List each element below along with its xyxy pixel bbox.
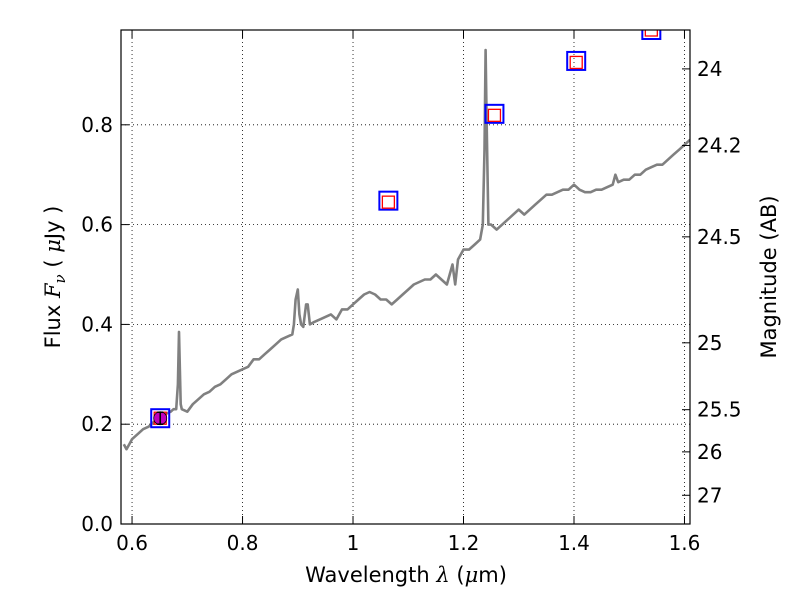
y-right-tick-label: 25.5 — [697, 398, 742, 422]
model-box — [381, 195, 396, 209]
y-right-tick-label: 24.5 — [697, 225, 742, 249]
x-axis-label: Wavelength λ (μm) — [305, 563, 507, 587]
plot-area — [122, 30, 690, 451]
y-axis: 0.0 0.2 0.4 0.6 0.8 — [81, 113, 129, 536]
y-right-tick-label: 24.2 — [697, 133, 742, 157]
y-right-tick-label: 25 — [697, 331, 722, 355]
y-axis-label: Flux Fν ( μJy ) — [41, 206, 69, 349]
y-right-tick-label: 26 — [697, 440, 722, 464]
photometry-point — [150, 408, 171, 429]
y-tick-label: 0.0 — [81, 512, 113, 536]
x-tick-label: 0.8 — [227, 531, 259, 555]
observed-box — [484, 103, 505, 124]
observed-box — [641, 30, 662, 40]
y-tick-label: 0.8 — [81, 113, 113, 137]
y-right-tick-label: 27 — [697, 483, 722, 507]
photometry-point — [566, 50, 587, 71]
y-tick-label: 0.4 — [81, 312, 113, 336]
x-tick-label: 1.2 — [448, 531, 480, 555]
y-axis-right-label: Magnitude (AB) — [757, 195, 781, 358]
x-axis: 0.6 0.8 1 1.2 1.4 1.6 — [116, 30, 700, 555]
observed-box — [150, 408, 171, 429]
x-tick-label: 0.6 — [116, 531, 148, 555]
spectrum-line — [122, 48, 690, 451]
photometry-point — [641, 30, 662, 40]
x-tick-label: 1.6 — [669, 531, 701, 555]
y-tick-label: 0.6 — [81, 213, 113, 237]
model-box — [487, 108, 502, 122]
y-tick-label: 0.2 — [81, 412, 113, 436]
photometry-point — [378, 190, 399, 211]
x-tick-label: 1.4 — [558, 531, 590, 555]
y-axis-right: 24 24.2 24.5 25 25.5 26 27 — [682, 57, 742, 507]
model-box — [644, 30, 658, 37]
y-right-tick-label: 24 — [697, 57, 722, 81]
grid — [121, 30, 690, 525]
photometry-points — [150, 30, 662, 429]
observed-box — [566, 50, 587, 71]
photometry-point — [484, 103, 505, 124]
plot-frame — [120, 29, 691, 525]
observed-box — [378, 190, 399, 211]
x-tick-label: 1 — [347, 531, 360, 555]
model-box — [569, 55, 583, 70]
